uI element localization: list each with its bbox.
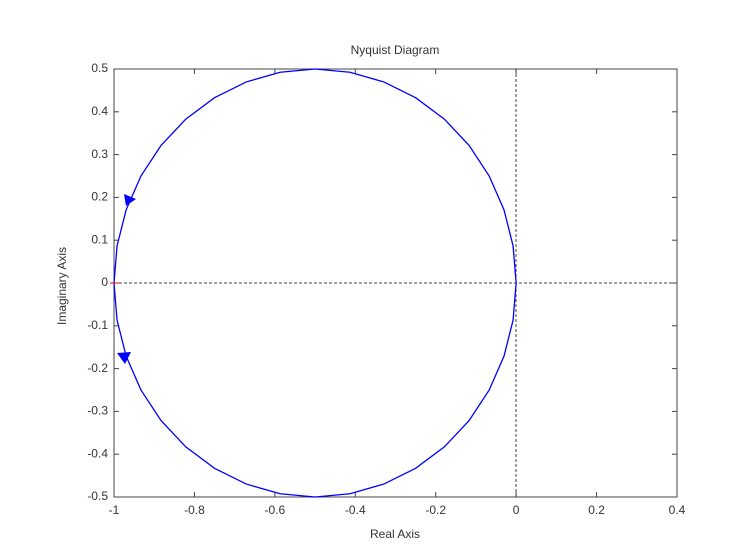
direction-arrow <box>124 194 136 206</box>
y-tick-label: -0.2 <box>87 361 108 375</box>
y-tick-label: 0.5 <box>91 61 108 75</box>
chart-title: Nyquist Diagram <box>351 43 440 57</box>
x-tick-label: -0.6 <box>265 503 286 517</box>
y-tick-label: 0 <box>101 275 108 289</box>
x-tick-label: -1 <box>109 503 120 517</box>
y-tick-label: -0.4 <box>87 446 108 460</box>
y-tick-label: 0.2 <box>91 190 108 204</box>
x-tick-label: -0.8 <box>184 503 205 517</box>
y-tick-label: -0.3 <box>87 404 108 418</box>
y-tick-label: 0.1 <box>91 232 108 246</box>
direction-arrow <box>117 352 131 364</box>
y-tick-label: -0.1 <box>87 318 108 332</box>
curve <box>113 68 517 498</box>
x-tick-label: 0.2 <box>588 503 605 517</box>
y-axis-label: Imaginary Axis <box>55 247 69 325</box>
x-tick-label: 0.4 <box>669 503 686 517</box>
x-tick-label: -0.4 <box>345 503 366 517</box>
y-tick-label: -0.5 <box>87 489 108 503</box>
x-tick-label: 0 <box>513 503 520 517</box>
y-tick-label: 0.4 <box>91 104 108 118</box>
x-axis-label: Real Axis <box>370 527 420 541</box>
y-tick-label: 0.3 <box>91 147 108 161</box>
x-tick-label: -0.2 <box>425 503 446 517</box>
